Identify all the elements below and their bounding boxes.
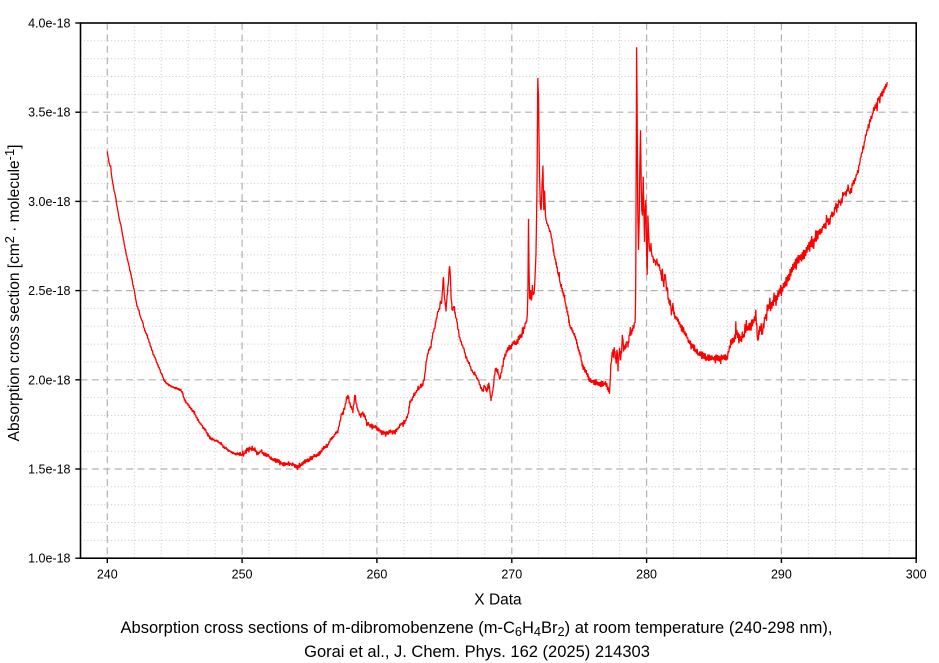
svg-text:290: 290: [771, 568, 792, 582]
svg-text:X Data: X Data: [474, 592, 522, 609]
svg-text:300: 300: [906, 568, 927, 582]
svg-text:280: 280: [636, 568, 657, 582]
svg-text:3.5e-18: 3.5e-18: [28, 106, 70, 120]
svg-text:250: 250: [232, 568, 253, 582]
svg-text:Gorai et al., J. Chem. Phys. 1: Gorai et al., J. Chem. Phys. 162 (2025) …: [304, 643, 650, 661]
svg-text:Absorption cross section [cm2: Absorption cross section [cm2 · molecule…: [2, 145, 23, 442]
svg-text:Absorption cross sections of m: Absorption cross sections of m-dibromobe…: [121, 619, 833, 639]
svg-text:2.5e-18: 2.5e-18: [28, 284, 70, 298]
svg-text:260: 260: [366, 568, 387, 582]
svg-text:4.0e-18: 4.0e-18: [28, 17, 70, 31]
svg-text:3.0e-18: 3.0e-18: [28, 195, 70, 209]
svg-text:270: 270: [501, 568, 522, 582]
svg-text:2.0e-18: 2.0e-18: [28, 373, 70, 387]
svg-text:240: 240: [97, 568, 118, 582]
svg-text:1.5e-18: 1.5e-18: [28, 463, 70, 477]
svg-text:1.0e-18: 1.0e-18: [28, 552, 70, 566]
